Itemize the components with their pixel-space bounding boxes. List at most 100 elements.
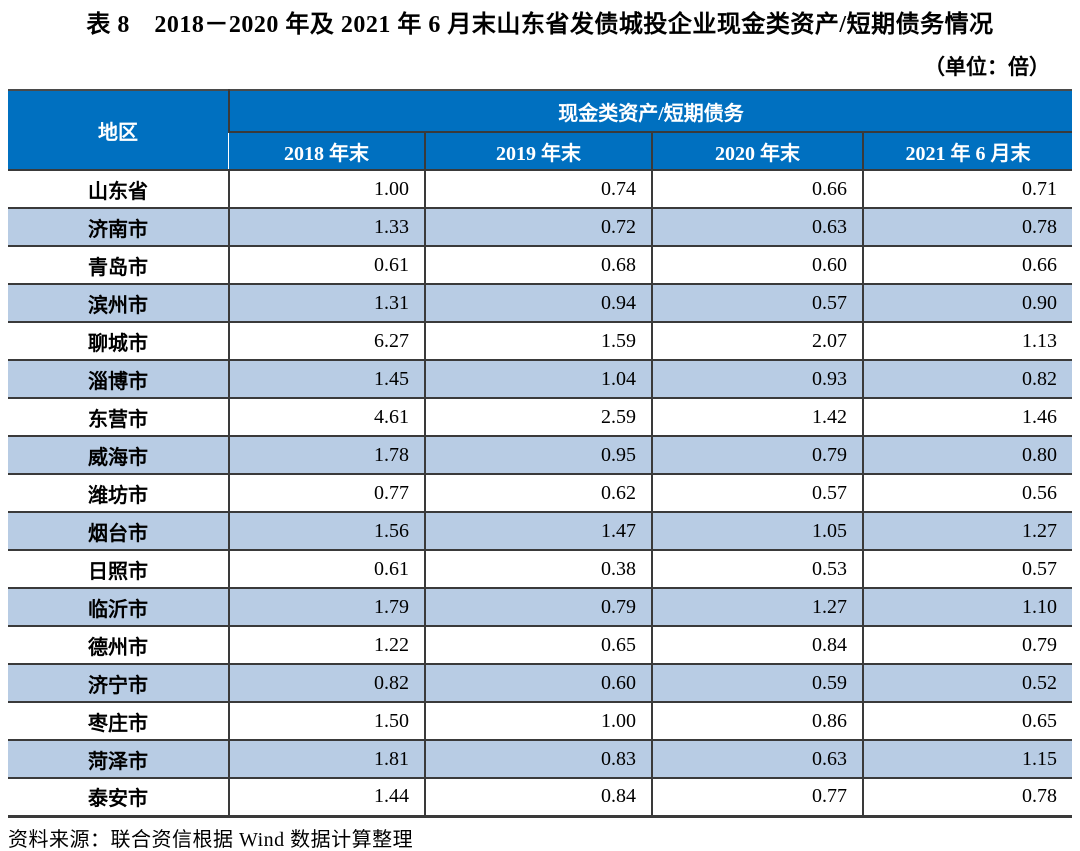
value-cell: 0.79	[862, 626, 1072, 666]
value-cell: 0.82	[228, 664, 425, 704]
column-header-group: 现金类资产/短期债务	[228, 90, 1072, 134]
value-cell: 1.81	[228, 740, 425, 780]
value-cell: 0.78	[862, 778, 1072, 818]
table-row: 日照市 0.61 0.38 0.53 0.57	[8, 550, 1072, 590]
value-cell: 0.77	[651, 778, 863, 818]
value-cell: 0.93	[651, 360, 863, 400]
value-cell: 1.22	[228, 626, 425, 666]
value-cell: 0.62	[424, 474, 652, 514]
value-cell: 4.61	[228, 398, 425, 438]
region-cell: 泰安市	[8, 778, 229, 818]
value-cell: 1.78	[228, 436, 425, 476]
value-cell: 0.56	[862, 474, 1072, 514]
region-cell: 德州市	[8, 626, 229, 666]
value-cell: 0.38	[424, 550, 652, 590]
value-cell: 1.05	[651, 512, 863, 552]
value-cell: 2.07	[651, 322, 863, 362]
region-cell: 潍坊市	[8, 474, 229, 514]
value-cell: 0.84	[424, 778, 652, 818]
region-cell: 临沂市	[8, 588, 229, 628]
value-cell: 0.77	[228, 474, 425, 514]
region-cell: 青岛市	[8, 246, 229, 286]
table-row: 德州市 1.22 0.65 0.84 0.79	[8, 626, 1072, 666]
value-cell: 0.60	[424, 664, 652, 704]
value-cell: 0.80	[862, 436, 1072, 476]
value-cell: 0.94	[424, 284, 652, 324]
table-row: 菏泽市 1.81 0.83 0.63 1.15	[8, 740, 1072, 780]
value-cell: 1.15	[862, 740, 1072, 780]
value-cell: 0.84	[651, 626, 863, 666]
value-cell: 0.57	[651, 474, 863, 514]
value-cell: 0.65	[862, 702, 1072, 742]
table-row: 泰安市 1.44 0.84 0.77 0.78	[8, 778, 1072, 818]
table-body: 山东省 1.00 0.74 0.66 0.71 济南市 1.33 0.72 0.…	[8, 170, 1072, 818]
source-note: 资料来源：联合资信根据 Wind 数据计算整理	[8, 828, 414, 851]
region-cell: 济宁市	[8, 664, 229, 704]
value-cell: 0.74	[424, 170, 652, 210]
value-cell: 0.65	[424, 626, 652, 666]
table-row: 临沂市 1.79 0.79 1.27 1.10	[8, 588, 1072, 628]
region-cell: 济南市	[8, 208, 229, 248]
table-header: 地区 现金类资产/短期债务 2018 年末 2019 年末 2020 年末 20…	[8, 90, 1072, 172]
table-row: 青岛市 0.61 0.68 0.60 0.66	[8, 246, 1072, 286]
value-cell: 0.53	[651, 550, 863, 590]
table-title: 表 8 2018－2020 年及 2021 年 6 月末山东省发债城投企业现金类…	[86, 12, 994, 38]
value-cell: 1.59	[424, 322, 652, 362]
value-cell: 1.44	[228, 778, 425, 818]
value-cell: 0.63	[651, 740, 863, 780]
value-cell: 0.63	[651, 208, 863, 248]
table-row: 威海市 1.78 0.95 0.79 0.80	[8, 436, 1072, 476]
table-row: 烟台市 1.56 1.47 1.05 1.27	[8, 512, 1072, 552]
table-row: 济宁市 0.82 0.60 0.59 0.52	[8, 664, 1072, 704]
region-cell: 菏泽市	[8, 740, 229, 780]
table-row: 潍坊市 0.77 0.62 0.57 0.56	[8, 474, 1072, 514]
column-header-region: 地区	[8, 90, 229, 172]
value-cell: 1.10	[862, 588, 1072, 628]
value-cell: 1.42	[651, 398, 863, 438]
region-cell: 日照市	[8, 550, 229, 590]
cash-assets-short-debt-table: 地区 现金类资产/短期债务 2018 年末 2019 年末 2020 年末 20…	[8, 89, 1072, 818]
table-row: 聊城市 6.27 1.59 2.07 1.13	[8, 322, 1072, 362]
value-cell: 1.27	[651, 588, 863, 628]
table-row: 滨州市 1.31 0.94 0.57 0.90	[8, 284, 1072, 324]
value-cell: 1.00	[424, 702, 652, 742]
value-cell: 1.31	[228, 284, 425, 324]
value-cell: 0.59	[651, 664, 863, 704]
value-cell: 0.68	[424, 246, 652, 286]
value-cell: 1.33	[228, 208, 425, 248]
value-cell: 1.79	[228, 588, 425, 628]
value-cell: 1.46	[862, 398, 1072, 438]
value-cell: 0.86	[651, 702, 863, 742]
value-cell: 0.83	[424, 740, 652, 780]
table-row: 淄博市 1.45 1.04 0.93 0.82	[8, 360, 1072, 400]
table-row: 山东省 1.00 0.74 0.66 0.71	[8, 170, 1072, 210]
column-header-2021h1: 2021 年 6 月末	[862, 132, 1072, 172]
table-row: 东营市 4.61 2.59 1.42 1.46	[8, 398, 1072, 438]
column-header-2019: 2019 年末	[424, 132, 652, 172]
value-cell: 0.90	[862, 284, 1072, 324]
value-cell: 1.45	[228, 360, 425, 400]
column-header-2020: 2020 年末	[651, 132, 863, 172]
value-cell: 0.66	[651, 170, 863, 210]
value-cell: 0.79	[424, 588, 652, 628]
value-cell: 1.00	[228, 170, 425, 210]
table-row: 济南市 1.33 0.72 0.63 0.78	[8, 208, 1072, 248]
value-cell: 0.78	[862, 208, 1072, 248]
value-cell: 0.57	[862, 550, 1072, 590]
value-cell: 0.57	[651, 284, 863, 324]
value-cell: 0.95	[424, 436, 652, 476]
table-row: 枣庄市 1.50 1.00 0.86 0.65	[8, 702, 1072, 742]
column-header-2018: 2018 年末	[229, 132, 425, 172]
value-cell: 0.66	[862, 246, 1072, 286]
region-cell: 山东省	[8, 170, 229, 210]
region-cell: 枣庄市	[8, 702, 229, 742]
value-cell: 0.61	[228, 550, 425, 590]
region-cell: 东营市	[8, 398, 229, 438]
region-cell: 淄博市	[8, 360, 229, 400]
region-cell: 聊城市	[8, 322, 229, 362]
region-cell: 烟台市	[8, 512, 229, 552]
value-cell: 0.79	[651, 436, 863, 476]
value-cell: 0.61	[228, 246, 425, 286]
value-cell: 1.50	[228, 702, 425, 742]
